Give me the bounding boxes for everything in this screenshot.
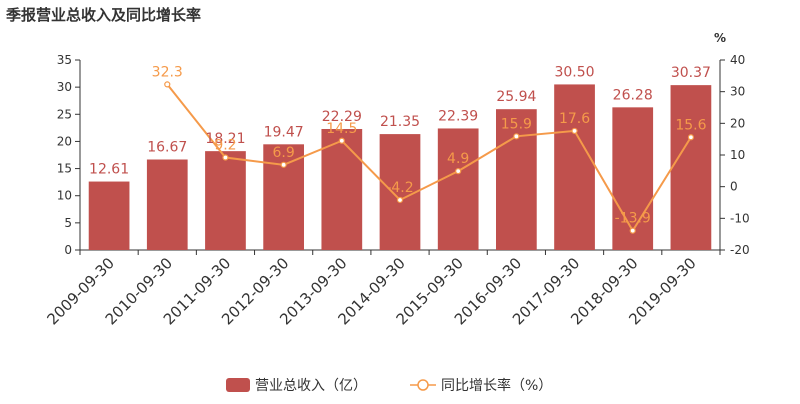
y-left-tick-label: 30 (57, 80, 72, 94)
y-right-unit-label: % (714, 31, 726, 45)
growth-data-label: 4.9 (447, 151, 469, 167)
y-right-tick-label: 20 (730, 116, 745, 130)
bar-data-label: 30.50 (554, 64, 594, 80)
bar (205, 151, 246, 250)
y-right-tick-label: 40 (730, 53, 745, 67)
growth-point (396, 196, 404, 204)
growth-data-label: 6.9 (273, 145, 295, 161)
y-left-tick-label: 0 (64, 243, 72, 257)
y-left-tick-label: 10 (57, 189, 72, 203)
bar-data-label: 26.28 (613, 87, 653, 103)
legend-label-growth: 同比增长率（%） (441, 377, 552, 394)
bar-data-label: 12.61 (89, 162, 129, 178)
bar-data-label: 25.94 (496, 89, 536, 105)
bar-data-label: 22.29 (322, 109, 362, 125)
y-left-tick-label: 20 (57, 134, 72, 148)
growth-point (571, 127, 578, 135)
y-right-tick-label: 10 (730, 148, 745, 162)
bar (554, 84, 595, 250)
growth-point (455, 168, 462, 175)
bar (146, 159, 188, 250)
bar-data-label: 30.37 (671, 65, 711, 81)
growth-data-label: 32.3 (152, 64, 183, 80)
bar-data-label: 16.67 (147, 140, 187, 156)
bar-data-label: 18.21 (205, 131, 245, 147)
bar-data-label: 19.47 (264, 124, 304, 140)
legend-label-revenue: 营业总收入（亿） (255, 378, 367, 394)
bar (612, 107, 654, 250)
growth-line (166, 83, 692, 233)
legend-swatch-revenue (226, 378, 250, 392)
legend-swatch-growth-marker (417, 379, 429, 391)
y-left-tick-label: 15 (57, 162, 72, 176)
growth-point (338, 137, 345, 144)
growth-point (164, 81, 171, 88)
growth-point (513, 133, 520, 140)
growth-point (280, 161, 287, 168)
y-right-tick-label: 30 (730, 85, 745, 99)
bar (437, 128, 479, 250)
bar-data-label: 21.35 (380, 114, 420, 130)
y-right-tick-label: 0 (730, 180, 738, 194)
growth-data-label: 9.2 (214, 138, 236, 154)
bar (379, 134, 421, 250)
growth-data-label: 15.9 (501, 116, 532, 132)
growth-data-label: -13.9 (615, 211, 651, 227)
bar (88, 181, 130, 250)
y-right-tick-label: -20 (730, 243, 750, 257)
growth-data-label: 15.6 (675, 117, 706, 133)
growth-data-label: -4.2 (386, 180, 413, 196)
y-right-tick-label: -10 (730, 211, 750, 225)
bar (321, 128, 363, 250)
bar (670, 85, 712, 251)
growth-point (687, 134, 695, 141)
y-left-tick-label: 5 (64, 216, 72, 230)
growth-point (629, 227, 636, 234)
y-left-tick-label: 35 (57, 53, 72, 67)
bar-data-label: 22.39 (438, 108, 478, 124)
growth-data-label: 14.5 (326, 121, 357, 137)
growth-data-label: 17.6 (559, 111, 590, 127)
growth-point (222, 154, 229, 161)
bar (496, 109, 537, 250)
chart-title: 季报营业总收入及同比增长率 (6, 6, 202, 24)
y-left-tick-label: 25 (57, 107, 72, 121)
